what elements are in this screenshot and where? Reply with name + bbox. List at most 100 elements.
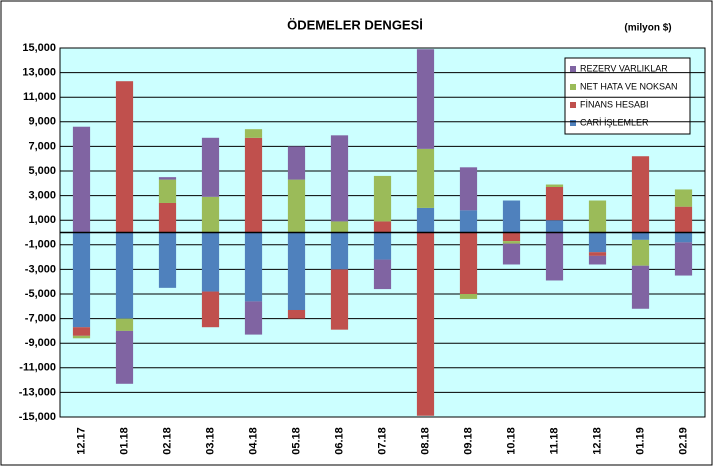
legend-swatch	[570, 84, 576, 90]
legend: REZERV VARLIKLAR NET HATA VE NOKSAN FİNANS…	[564, 57, 691, 135]
bar	[545, 184, 564, 187]
y-tick-label: -13,000	[19, 386, 56, 398]
bar	[588, 252, 607, 256]
bar	[674, 232, 693, 243]
bar	[459, 232, 478, 294]
x-tick-label: 11.18	[548, 428, 560, 455]
x-tick-label: 08.18	[419, 427, 431, 455]
bar	[201, 232, 220, 292]
bar	[459, 210, 478, 233]
bar	[373, 259, 392, 290]
bar	[459, 294, 478, 299]
x-tick-label: 03.18	[204, 427, 216, 455]
bar	[72, 335, 91, 339]
bar	[158, 202, 177, 233]
bar	[72, 126, 91, 233]
legend-swatch	[570, 120, 576, 126]
legend-label: CARİ İŞLEMLER	[580, 117, 649, 127]
bar	[330, 232, 349, 270]
bar	[588, 232, 607, 253]
bar	[674, 206, 693, 233]
legend-label: NET HATA VE NOKSAN	[580, 81, 678, 91]
bar	[201, 291, 220, 328]
bar	[674, 189, 693, 207]
y-tick-label: -9,000	[25, 337, 56, 349]
bar	[330, 269, 349, 330]
y-tick-label: 1,000	[28, 214, 56, 226]
bar	[588, 255, 607, 265]
bar	[330, 135, 349, 222]
chart-subtitle: (milyon $)	[624, 23, 671, 34]
bar	[287, 232, 306, 310]
bar	[201, 137, 220, 197]
bar	[244, 129, 263, 138]
bar	[287, 146, 306, 180]
bar	[201, 196, 220, 233]
legend-swatch	[570, 102, 576, 108]
y-tick-label: 13,000	[22, 67, 56, 79]
y-tick-label: 9,000	[28, 116, 56, 128]
y-tick-label: -3,000	[25, 263, 56, 275]
legend-swatch	[570, 66, 576, 72]
bar	[545, 186, 564, 221]
bar	[416, 148, 435, 208]
x-tick-label: 02.18	[161, 427, 173, 455]
bar	[502, 232, 521, 242]
x-tick-label: 04.18	[247, 427, 259, 455]
bar	[72, 232, 91, 328]
bar	[244, 137, 263, 233]
bar	[287, 179, 306, 233]
bar	[631, 239, 650, 266]
bar	[631, 265, 650, 309]
bar	[545, 232, 564, 281]
y-tick-label: -11,000	[19, 362, 56, 374]
bar	[588, 200, 607, 233]
bar	[244, 232, 263, 302]
bar	[459, 167, 478, 211]
y-tick-label: -1,000	[25, 239, 56, 251]
y-tick-label: 5,000	[28, 165, 56, 177]
bar	[115, 330, 134, 384]
bar	[373, 175, 392, 222]
bar	[373, 221, 392, 233]
x-tick-label: 05.18	[290, 427, 302, 455]
bar	[330, 221, 349, 233]
x-tick-label: 12.18	[591, 427, 603, 455]
bar	[631, 232, 650, 240]
bar	[158, 232, 177, 288]
bar	[287, 309, 306, 319]
y-tick-label: 15,000	[22, 42, 56, 54]
y-tick-label: 7,000	[28, 140, 56, 152]
bar	[416, 49, 435, 149]
bar	[502, 241, 521, 244]
bar	[115, 81, 134, 233]
x-tick-label: 06.18	[333, 427, 345, 455]
bar	[373, 232, 392, 260]
x-tick-label: 10.18	[505, 427, 517, 455]
y-tick-label: -5,000	[25, 288, 56, 300]
legend-label: FİNANS HESABI	[580, 99, 649, 109]
y-tick-label: 11,000	[23, 91, 56, 103]
y-tick-label: -15,000	[19, 411, 56, 423]
bar	[502, 243, 521, 265]
x-tick-label: 01.19	[634, 427, 646, 455]
x-tick-label: 01.18	[118, 427, 130, 455]
bar	[158, 177, 177, 180]
x-tick-label: 07.18	[376, 427, 388, 455]
bar	[631, 156, 650, 233]
legend-label: REZERV VARLIKLAR	[580, 63, 668, 73]
bar	[416, 232, 435, 416]
bar	[72, 327, 91, 336]
bar	[545, 220, 564, 233]
bar	[158, 179, 177, 203]
chart-title: ÖDEMELER DENGESİ	[287, 17, 423, 32]
bar	[674, 242, 693, 276]
bar	[416, 207, 435, 233]
y-tick-label: -7,000	[25, 313, 56, 325]
bar	[244, 301, 263, 335]
x-tick-label: 09.18	[462, 427, 474, 455]
x-tick-label: 02.19	[677, 427, 689, 455]
x-tick-label: 12.17	[75, 427, 87, 455]
bar	[502, 200, 521, 233]
